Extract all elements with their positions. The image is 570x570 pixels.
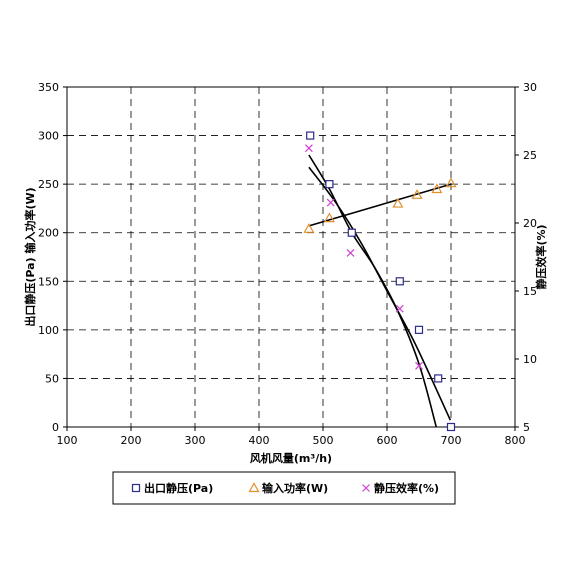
data-point xyxy=(445,177,457,188)
axis-ticks: 100 200 300 400 500 600 700 800 0 50 100 150 200 250 3… xyxy=(38,81,537,447)
x-tick-label: 800 xyxy=(505,434,526,447)
y-right-tick-label: 20 xyxy=(523,217,537,230)
legend-label: 静压效率(%) xyxy=(374,481,439,495)
data-point xyxy=(415,361,423,370)
data-point xyxy=(446,422,456,432)
y-right-tick-label: 25 xyxy=(523,149,537,162)
data-point xyxy=(431,183,443,194)
y-left-tick-label: 200 xyxy=(38,227,59,240)
y-right-tick-label: 15 xyxy=(523,285,537,298)
x-axis-title: 风机风量(m³/h) xyxy=(250,451,332,465)
x-tick-label: 600 xyxy=(377,434,398,447)
y-left-tick-label: 50 xyxy=(45,372,59,385)
plot-area xyxy=(66,86,516,428)
data-point xyxy=(395,277,404,286)
y-left-tick-label: 150 xyxy=(38,275,59,288)
data-point xyxy=(395,304,404,313)
y-left-tick-label: 250 xyxy=(38,178,59,191)
data-point xyxy=(306,131,315,140)
y-right-tick-label: 30 xyxy=(523,81,537,94)
x-tick-label: 700 xyxy=(441,434,462,447)
y-left-tick-label: 100 xyxy=(38,324,59,337)
legend-marker xyxy=(131,483,141,493)
legend-box xyxy=(112,471,456,505)
data-point xyxy=(303,223,315,233)
x-tick-label: 100 xyxy=(57,434,78,447)
y-right-tick-label: 10 xyxy=(523,353,537,366)
legend-label: 出口静压(Pa) xyxy=(144,481,213,495)
y-left-tick-label: 0 xyxy=(52,421,59,434)
data-point xyxy=(392,197,404,208)
data-point xyxy=(326,198,335,207)
y-left-tick-label: 300 xyxy=(38,130,59,143)
data-point xyxy=(347,228,356,237)
x-tick-label: 200 xyxy=(121,434,142,447)
y-left-axis-title: 出口静压(Pa) 输入功率(W) xyxy=(23,187,37,326)
data-point xyxy=(414,325,424,334)
legend-marker xyxy=(362,484,370,492)
data-point xyxy=(325,180,334,189)
legend: 出口静压(Pa) 输入功率(W) 静压效率(%) xyxy=(131,481,439,495)
data-markers xyxy=(303,131,457,432)
x-tick-label: 300 xyxy=(185,434,206,447)
y-left-tick-label: 350 xyxy=(38,81,59,94)
y-right-tick-label: 5 xyxy=(523,421,530,434)
data-point xyxy=(323,212,335,223)
data-point xyxy=(304,144,313,153)
y-right-axis-title: 静压效率(%) xyxy=(534,224,548,289)
data-point xyxy=(346,248,355,257)
fit-curve xyxy=(308,166,452,421)
legend-marker xyxy=(248,482,260,493)
x-tick-label: 400 xyxy=(249,434,270,447)
x-tick-label: 500 xyxy=(313,434,334,447)
data-point xyxy=(434,374,443,383)
data-point xyxy=(411,189,423,199)
legend-label: 输入功率(W) xyxy=(262,481,328,495)
